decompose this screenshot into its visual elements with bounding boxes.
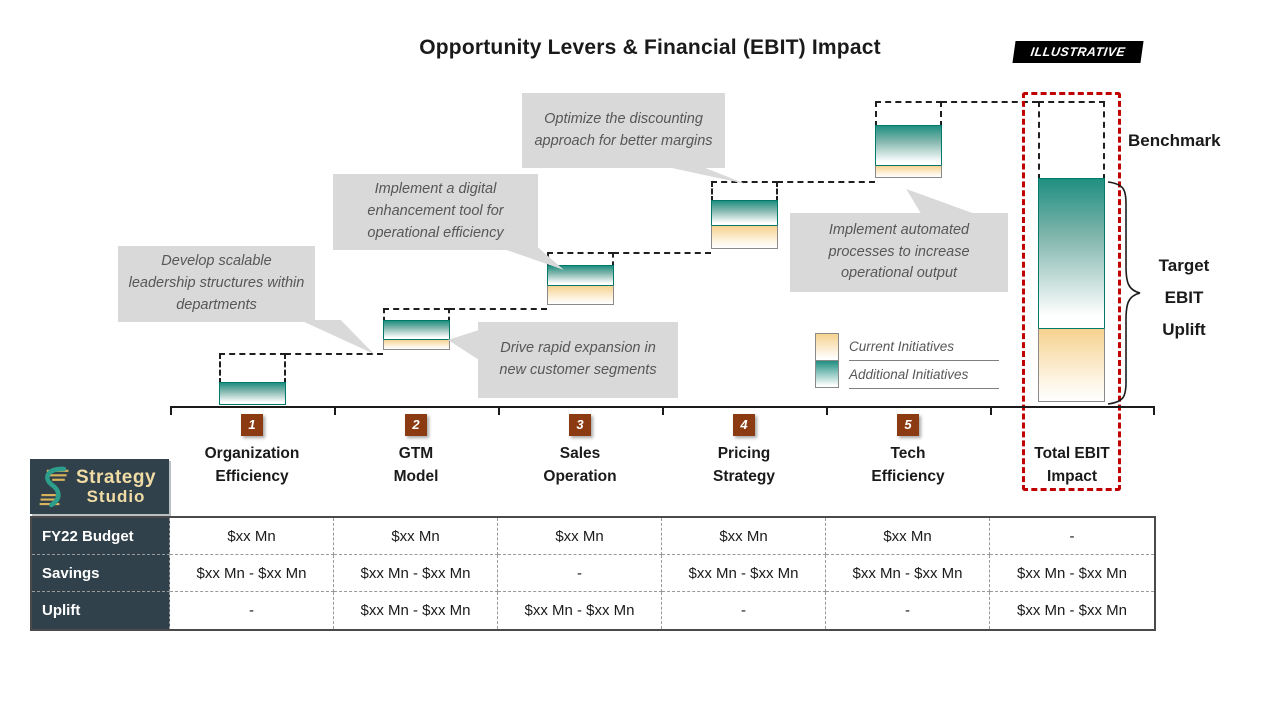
category-label-organization-efficiency: Organization Efficiency bbox=[204, 445, 300, 485]
bar-segment-current bbox=[1038, 328, 1105, 402]
bar-segment-unfilled bbox=[219, 353, 286, 384]
category-badge-1: 1 bbox=[241, 414, 263, 436]
waterfall-connector bbox=[613, 252, 711, 254]
bar-total-ebit-impact bbox=[1038, 101, 1105, 402]
waterfall-connector bbox=[449, 308, 547, 310]
table-row-header-fy22-budget: FY22 Budget bbox=[32, 518, 170, 555]
bar-segment-current bbox=[547, 285, 614, 305]
category-label-total-ebit-impact: Total EBIT Impact bbox=[1034, 445, 1110, 485]
callout-gtm-model: Drive rapid expansion in new customer se… bbox=[478, 322, 678, 398]
slide-title: Opportunity Levers & Financial (EBIT) Im… bbox=[419, 36, 881, 59]
bar-organization-efficiency bbox=[219, 353, 286, 405]
target-ebit-brace bbox=[1107, 181, 1141, 405]
callout-tail bbox=[448, 330, 479, 360]
table-cell: $xx Mn - $xx Mn bbox=[662, 555, 826, 592]
bar-segment-current bbox=[711, 225, 778, 249]
illustrative-tag: ILLUSTRATIVE bbox=[1012, 41, 1144, 63]
table-cell: $xx Mn bbox=[334, 518, 498, 555]
table-row-header-uplift: Uplift bbox=[32, 592, 170, 629]
table-cell: $xx Mn bbox=[170, 518, 334, 555]
benchmark-label: Benchmark bbox=[1128, 131, 1221, 150]
logo-text: Strategy Studio bbox=[76, 466, 157, 506]
category-label-gtm-model: GTM Model bbox=[393, 445, 439, 485]
bar-segment-unfilled bbox=[711, 181, 778, 202]
bar-segment-additional bbox=[711, 200, 778, 226]
table-cell: $xx Mn - $xx Mn bbox=[334, 592, 498, 629]
table-cell: $xx Mn - $xx Mn bbox=[170, 555, 334, 592]
bar-segment-current bbox=[383, 339, 450, 350]
table-cell: $xx Mn - $xx Mn bbox=[498, 592, 662, 629]
legend-label-additional: Additional Initiatives bbox=[849, 361, 999, 389]
callout-tech-efficiency: Implement automated processes to increas… bbox=[790, 213, 1008, 292]
table-cell: $xx Mn - $xx Mn bbox=[334, 555, 498, 592]
category-badge-5: 5 bbox=[897, 414, 919, 436]
bar-gtm-model bbox=[383, 308, 450, 350]
category-label-tech-efficiency: Tech Efficiency bbox=[871, 445, 945, 485]
category-badge-4: 4 bbox=[733, 414, 755, 436]
callout-pricing-strategy: Optimize the discounting approach for be… bbox=[522, 93, 725, 168]
bar-sales-operation bbox=[547, 252, 614, 305]
category-badge-3: 3 bbox=[569, 414, 591, 436]
axis-tick bbox=[990, 406, 992, 415]
legend-row-additional: Additional Initiatives bbox=[815, 360, 999, 389]
table-cell: - bbox=[826, 592, 990, 629]
axis-tick bbox=[170, 406, 172, 415]
logo-strategy-studio: Strategy Studio bbox=[30, 459, 169, 514]
bar-segment-additional bbox=[547, 265, 614, 286]
ebit-table: FY22 Budget $xx Mn $xx Mn $xx Mn $xx Mn … bbox=[30, 516, 1156, 631]
table-cell: $xx Mn - $xx Mn bbox=[1016, 602, 1128, 619]
legend-row-current: Current Initiatives bbox=[815, 333, 999, 361]
callout-tail bbox=[906, 189, 978, 215]
table-cell: - bbox=[990, 518, 1154, 555]
legend-swatch-additional bbox=[815, 360, 839, 388]
axis-tick bbox=[1153, 406, 1155, 415]
bar-segment-additional bbox=[875, 125, 942, 166]
table-cell: - bbox=[170, 592, 334, 629]
illustrative-tag-label: ILLUSTRATIVE bbox=[1029, 45, 1127, 59]
axis-tick bbox=[498, 406, 500, 415]
category-label-sales-operation: Sales Operation bbox=[543, 445, 617, 485]
callout-tail bbox=[300, 320, 374, 354]
bar-segment-current bbox=[875, 165, 942, 178]
legend-swatch-current bbox=[815, 333, 839, 361]
target-ebit-uplift-label: Target EBIT Uplift bbox=[1158, 256, 1210, 339]
callout-org-efficiency: Develop scalable leadership structures w… bbox=[118, 246, 315, 322]
callout-sales-operation: Implement a digital enhancement tool for… bbox=[333, 174, 538, 250]
axis-tick bbox=[826, 406, 828, 415]
bar-segment-additional bbox=[383, 320, 450, 340]
axis-tick bbox=[334, 406, 336, 415]
table-cell: $xx Mn bbox=[662, 518, 826, 555]
waterfall-connector bbox=[941, 101, 1038, 103]
legend-label-current: Current Initiatives bbox=[849, 333, 999, 361]
total-ebit-highlight-box bbox=[1022, 92, 1121, 491]
table-cell: - bbox=[498, 555, 662, 592]
waterfall-connector bbox=[777, 181, 875, 183]
table-row-header-savings: Savings bbox=[32, 555, 170, 592]
category-label-pricing-strategy: Pricing Strategy bbox=[712, 445, 776, 485]
bar-tech-efficiency bbox=[875, 101, 942, 178]
table-cell: $xx Mn - $xx Mn bbox=[826, 555, 990, 592]
waterfall-connector bbox=[285, 353, 383, 355]
strategy-studio-s-icon bbox=[39, 466, 69, 507]
legend: Current Initiatives Additional Initiativ… bbox=[815, 333, 999, 389]
category-badge-2: 2 bbox=[405, 414, 427, 436]
bar-segment-additional bbox=[1038, 178, 1105, 329]
bar-pricing-strategy bbox=[711, 181, 778, 249]
table-cell: $xx Mn bbox=[826, 518, 990, 555]
table-cell: $xx Mn bbox=[498, 518, 662, 555]
bar-segment-additional bbox=[219, 382, 286, 405]
axis-tick bbox=[662, 406, 664, 415]
bar-segment-unfilled bbox=[875, 101, 942, 127]
table-cell: $xx Mn - $xx Mn bbox=[990, 555, 1154, 592]
table-cell: - bbox=[662, 592, 826, 629]
